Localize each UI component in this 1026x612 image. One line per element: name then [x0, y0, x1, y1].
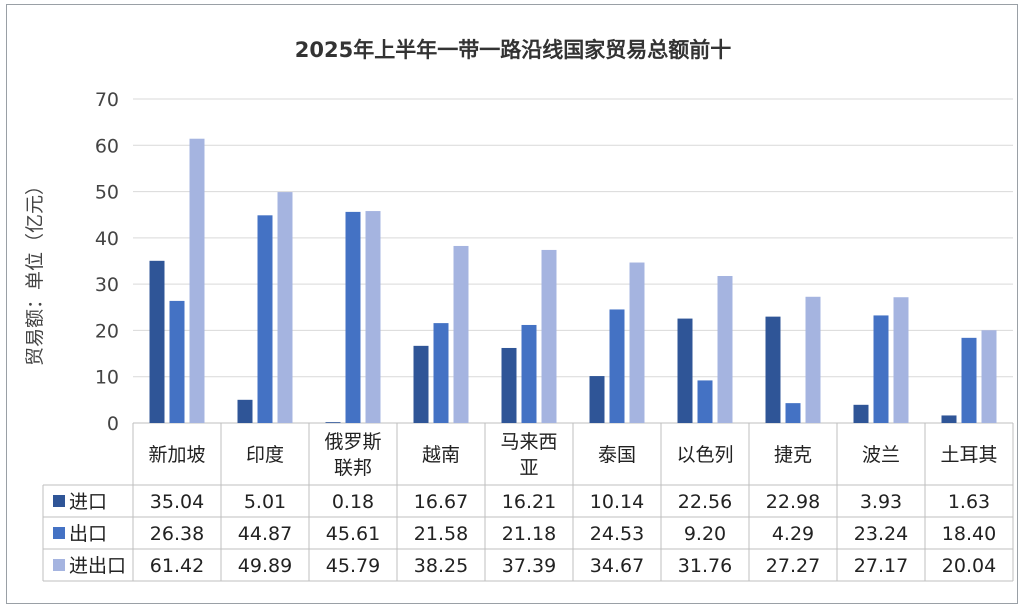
y-tick-label: 30 [95, 274, 119, 296]
data-label: 37.39 [502, 555, 556, 577]
bar-进口-8 [853, 404, 869, 423]
category-label: 波兰 [862, 444, 900, 466]
y-tick-label: 20 [95, 320, 119, 342]
data-label: 16.21 [502, 491, 556, 513]
bar-出口-8 [873, 315, 889, 423]
category-label: 泰国 [598, 444, 636, 466]
data-label: 21.18 [502, 523, 556, 545]
bar-进出口-9 [981, 330, 997, 423]
data-label: 4.29 [772, 523, 814, 545]
bar-出口-2 [345, 211, 361, 423]
y-tick-label: 0 [107, 413, 119, 435]
bar-进出口-5 [629, 262, 645, 423]
bar-出口-5 [609, 309, 625, 423]
data-label: 61.42 [150, 555, 204, 577]
category-label: 印度 [246, 444, 284, 466]
data-label: 21.58 [414, 523, 468, 545]
legend-label: 进口 [69, 491, 107, 513]
bar-进出口-2 [365, 211, 381, 423]
bar-出口-0 [169, 300, 185, 423]
y-tick-label: 10 [95, 367, 119, 389]
category-label: 越南 [422, 444, 460, 466]
category-label: 俄罗斯 [324, 431, 381, 453]
data-label: 1.63 [948, 491, 990, 513]
legend-label: 出口 [69, 523, 107, 545]
data-label: 16.67 [414, 491, 468, 513]
data-label: 22.56 [678, 491, 732, 513]
bar-出口-4 [521, 324, 537, 423]
bar-出口-6 [697, 380, 713, 423]
data-label: 27.27 [766, 555, 820, 577]
y-tick-label: 60 [95, 135, 119, 157]
legend-key-进口 [53, 495, 65, 507]
y-axis-ticks: 0 10 20 30 40 50 60 70 [95, 89, 119, 435]
bar-进出口-4 [541, 249, 557, 423]
bar-进口-9 [941, 415, 957, 423]
data-label: 45.79 [326, 555, 380, 577]
data-label: 44.87 [238, 523, 292, 545]
bar-进出口-3 [453, 245, 469, 423]
bar-出口-1 [257, 215, 273, 423]
chart-frame: 2025年上半年一带一路沿线国家贸易总额前十 0 10 20 30 40 50 60 70 贸… [6, 4, 1018, 604]
category-label: 土耳其 [940, 444, 997, 466]
category-label: 亚 [519, 457, 538, 479]
bar-进口-7 [765, 316, 781, 423]
bar-进口-3 [413, 345, 429, 423]
bar-进口-0 [149, 260, 165, 423]
y-tick-label: 70 [95, 89, 119, 111]
data-label: 10.14 [590, 491, 644, 513]
category-label: 捷克 [774, 444, 812, 466]
bar-进口-5 [589, 376, 605, 423]
data-label: 27.17 [854, 555, 908, 577]
legend-label: 进出口 [69, 555, 126, 577]
bar-进口-4 [501, 347, 517, 423]
y-tick-label: 50 [95, 182, 119, 204]
category-label: 马来西 [500, 431, 557, 453]
bar-进出口-6 [717, 275, 733, 423]
bar-出口-7 [785, 403, 801, 423]
category-label: 以色列 [676, 444, 733, 466]
legend-key-进出口 [53, 559, 65, 571]
category-label: 联邦 [334, 457, 372, 479]
data-label: 38.25 [414, 555, 468, 577]
data-label: 18.40 [942, 523, 996, 545]
data-label: 31.76 [678, 555, 732, 577]
bar-chart: 2025年上半年一带一路沿线国家贸易总额前十 0 10 20 30 40 50 60 70 贸… [24, 38, 1014, 582]
data-label: 20.04 [942, 555, 996, 577]
bar-进出口-0 [189, 138, 205, 424]
data-label: 24.53 [590, 523, 644, 545]
data-label: 5.01 [244, 491, 286, 513]
data-label: 22.98 [766, 491, 820, 513]
y-axis-label: 贸易额：单位（亿元） [24, 176, 46, 366]
chart-title: 2025年上半年一带一路沿线国家贸易总额前十 [295, 38, 731, 62]
category-label: 新加坡 [148, 444, 205, 466]
data-label: 49.89 [238, 555, 292, 577]
bar-出口-9 [961, 337, 977, 423]
data-label: 0.18 [332, 491, 374, 513]
data-label: 9.20 [684, 523, 726, 545]
y-tick-label: 40 [95, 228, 119, 250]
bars [149, 138, 997, 424]
data-label: 35.04 [150, 491, 204, 513]
data-label: 3.93 [860, 491, 902, 513]
bar-进出口-1 [277, 192, 293, 423]
bar-进口-6 [677, 318, 693, 423]
bar-进口-1 [237, 399, 253, 423]
bar-进出口-8 [893, 297, 909, 423]
data-label: 23.24 [854, 523, 908, 545]
bar-进出口-7 [805, 296, 821, 423]
data-label: 45.61 [326, 523, 380, 545]
bar-进口-2 [325, 422, 341, 423]
data-label: 26.38 [150, 523, 204, 545]
data-label: 34.67 [590, 555, 644, 577]
legend-key-出口 [53, 527, 65, 539]
bar-出口-3 [433, 323, 449, 423]
